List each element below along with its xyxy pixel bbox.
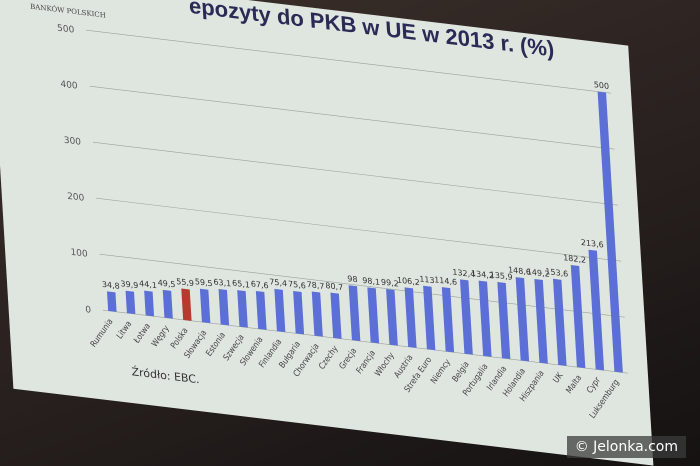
data-label: 182,2 [563, 253, 586, 265]
bar [311, 291, 323, 337]
gridline [86, 29, 612, 94]
data-label: 99,2 [381, 277, 399, 288]
data-label: 63,1 [213, 277, 231, 288]
bar [293, 290, 305, 335]
data-label: 49,5 [157, 278, 175, 289]
data-label: 114,6 [434, 275, 457, 287]
bar [125, 290, 136, 315]
data-label: 148,6 [508, 265, 531, 277]
data-label: 98,1 [362, 276, 380, 287]
y-tick-label: 100 [70, 248, 88, 260]
bar [478, 280, 492, 357]
bar [348, 285, 361, 342]
bar [534, 279, 548, 364]
data-label: 34,8 [102, 280, 120, 291]
bar [570, 265, 586, 369]
bar [404, 287, 417, 348]
bar [181, 288, 192, 321]
y-tick-label: 200 [67, 192, 85, 204]
data-label: 106,2 [397, 276, 420, 288]
bar [144, 290, 155, 317]
gridline [96, 197, 622, 262]
data-label: 59,5 [195, 277, 213, 288]
data-label: 153,6 [545, 267, 568, 279]
data-label: 55,9 [176, 277, 194, 288]
data-label: 65,1 [232, 279, 250, 290]
data-label: 44,1 [139, 279, 157, 290]
y-tick-label: 0 [85, 305, 92, 316]
bar [552, 278, 567, 366]
bar [199, 288, 211, 324]
gridline [89, 85, 615, 150]
data-label: 113 [419, 274, 435, 285]
data-label: 75,4 [269, 277, 287, 288]
data-label: 149,2 [527, 267, 550, 279]
bar [386, 289, 398, 346]
bar [597, 91, 623, 373]
data-label: 78,7 [306, 280, 324, 291]
bar [106, 291, 117, 312]
data-label: 39,9 [120, 279, 138, 290]
y-tick-label: 400 [60, 80, 78, 92]
y-tick-label: 300 [64, 136, 82, 148]
data-label: 75,6 [288, 279, 306, 290]
y-tick-label: 500 [57, 24, 75, 36]
bar [515, 277, 530, 362]
slide-background [0, 0, 654, 466]
bar [237, 290, 248, 328]
watermark: © Jelonka.com [566, 436, 686, 458]
bar [162, 289, 173, 319]
gridline [92, 141, 618, 206]
bar [441, 287, 455, 353]
data-label: 135,9 [489, 270, 512, 282]
bar [588, 249, 605, 371]
data-label: 134,2 [471, 269, 494, 281]
bar [423, 285, 436, 351]
data-label: 80,7 [325, 281, 343, 292]
bar [274, 288, 286, 333]
data-label: 98 [347, 274, 358, 284]
data-label: 500 [594, 80, 610, 91]
bar [497, 281, 511, 360]
bar [255, 290, 267, 330]
bar [330, 292, 342, 339]
bar [459, 279, 473, 355]
bar [367, 287, 380, 344]
data-label: 67,6 [251, 279, 269, 290]
bar [218, 288, 230, 326]
data-label: 213,6 [581, 238, 604, 250]
data-label: 132,4 [452, 268, 475, 280]
